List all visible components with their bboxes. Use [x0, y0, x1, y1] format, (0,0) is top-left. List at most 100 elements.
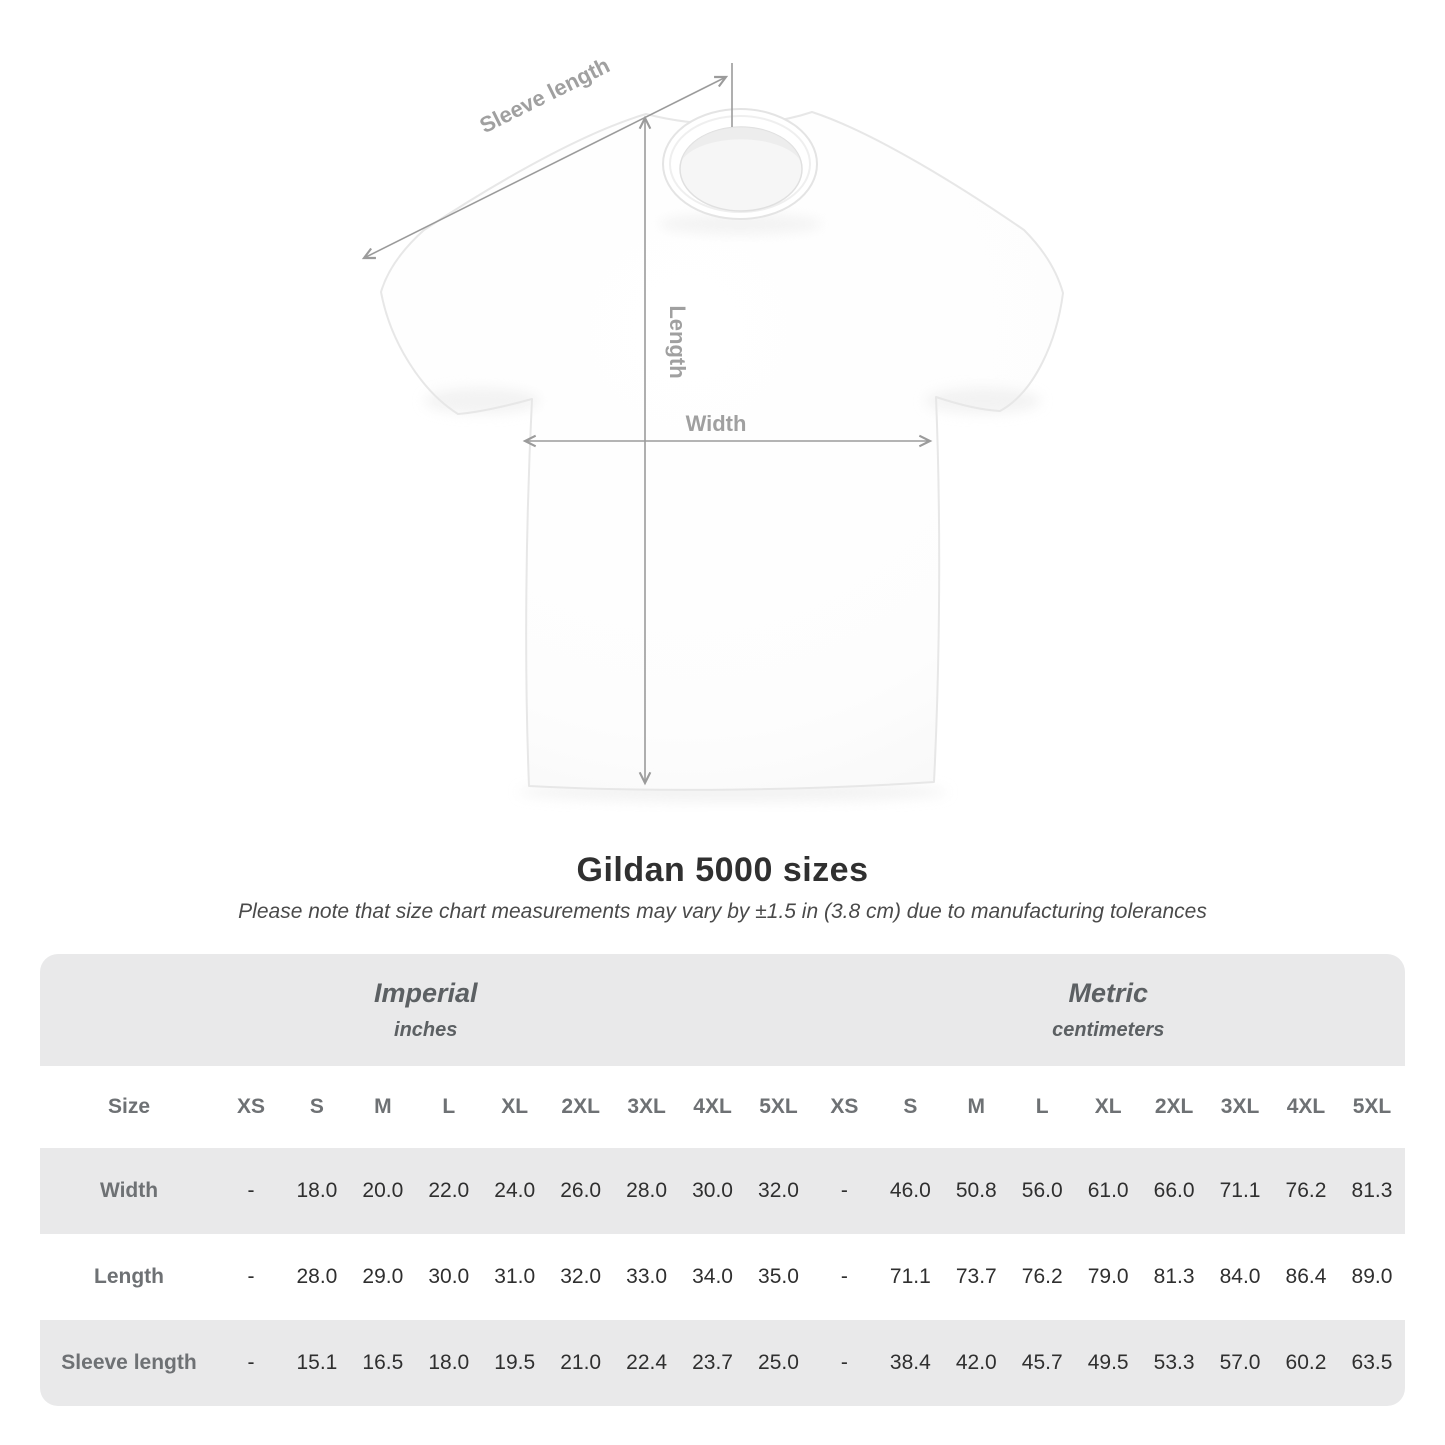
size-col: 4XL — [1286, 1095, 1326, 1118]
table-cell: 81.3 — [1351, 1179, 1393, 1202]
unit-group-imperial: Imperial inches — [40, 954, 812, 1066]
table-cell: 21.0 — [560, 1351, 602, 1374]
tshirt-diagram-svg: Sleeve length Length Width — [361, 52, 1064, 802]
table-cell: 29.0 — [362, 1265, 404, 1288]
size-col: M — [967, 1095, 986, 1118]
table-cell: 46.0 — [889, 1179, 931, 1202]
left-underarm-shadow — [424, 388, 540, 414]
table-cell: 53.3 — [1153, 1351, 1195, 1374]
size-col: XS — [236, 1095, 265, 1118]
title-block: Gildan 5000 sizes Please note that size … — [0, 851, 1445, 924]
table-cell: 50.8 — [955, 1179, 997, 1202]
row-label-sleeve-length: Sleeve length — [61, 1351, 197, 1374]
size-col: 2XL — [1154, 1095, 1194, 1118]
sleeve-length-arrow — [361, 75, 729, 260]
tshirt-measurement-diagram: Sleeve length Length Width — [361, 52, 1064, 802]
metric-label: Metric — [1068, 978, 1148, 1008]
table-cell: 15.1 — [296, 1351, 338, 1374]
table-cell: 71.1 — [889, 1265, 931, 1288]
size-table: Imperial inches Metric centimeters Size … — [40, 954, 1405, 1406]
length-label: Length — [665, 305, 690, 378]
table-cell: 30.0 — [692, 1179, 733, 1202]
table-cell: 22.0 — [428, 1179, 470, 1202]
table-cell: - — [247, 1351, 255, 1374]
size-col: S — [309, 1095, 324, 1118]
size-chart: Imperial inches Metric centimeters Size … — [40, 954, 1405, 1406]
table-cell: 33.0 — [626, 1265, 668, 1288]
table-cell: 32.0 — [560, 1265, 602, 1288]
row-label-length: Length — [94, 1265, 164, 1288]
table-cell: - — [247, 1265, 255, 1288]
size-col: 5XL — [1352, 1095, 1392, 1118]
metric-sublabel: centimeters — [1052, 1019, 1165, 1041]
table-cell: 57.0 — [1219, 1351, 1261, 1374]
table-row-width: Width - 18.0 20.0 22.0 24.0 26.0 28.0 30… — [40, 1148, 1405, 1234]
table-cell: 71.1 — [1219, 1179, 1261, 1202]
size-col: 2XL — [561, 1095, 600, 1118]
size-col: 3XL — [1220, 1095, 1260, 1118]
imperial-label: Imperial — [373, 978, 478, 1008]
size-col: L — [442, 1095, 456, 1118]
table-cell: 31.0 — [494, 1265, 536, 1288]
table-cell: 61.0 — [1087, 1179, 1129, 1202]
size-col: S — [903, 1095, 918, 1118]
table-row-length: Length - 28.0 29.0 30.0 31.0 32.0 33.0 3… — [40, 1234, 1405, 1320]
table-cell: 86.4 — [1285, 1265, 1327, 1288]
table-cell: 73.7 — [955, 1265, 997, 1288]
size-col: L — [1035, 1095, 1049, 1118]
table-cell: 32.0 — [758, 1179, 799, 1202]
table-cell: 24.0 — [494, 1179, 536, 1202]
table-cell: 35.0 — [758, 1265, 799, 1288]
table-cell: - — [247, 1179, 255, 1202]
table-cell: 63.5 — [1351, 1351, 1393, 1374]
table-cell: 30.0 — [428, 1265, 470, 1288]
width-label: Width — [686, 411, 747, 436]
unit-group-row: Imperial inches Metric centimeters — [40, 954, 1405, 1066]
imperial-sublabel: inches — [394, 1019, 458, 1041]
unit-group-metric: Metric centimeters — [811, 954, 1405, 1066]
table-cell: 23.7 — [692, 1351, 733, 1374]
table-cell: 45.7 — [1021, 1351, 1063, 1374]
tshirt-image — [380, 108, 1064, 802]
table-cell: - — [840, 1179, 848, 1202]
size-header: Size — [107, 1095, 151, 1118]
size-col: XL — [501, 1095, 529, 1118]
table-cell: 34.0 — [692, 1265, 733, 1288]
table-row-sleeve-length: Sleeve length - 15.1 16.5 18.0 19.5 21.0… — [40, 1320, 1405, 1406]
table-cell: 28.0 — [626, 1179, 668, 1202]
table-cell: 26.0 — [560, 1179, 602, 1202]
table-cell: 38.4 — [889, 1351, 931, 1374]
table-cell: 79.0 — [1087, 1265, 1129, 1288]
table-cell: 66.0 — [1153, 1179, 1195, 1202]
table-cell: 20.0 — [362, 1179, 404, 1202]
row-label-width: Width — [99, 1179, 159, 1202]
table-cell: 28.0 — [296, 1265, 338, 1288]
table-cell: 18.0 — [296, 1179, 338, 1202]
sleeve-length-label: Sleeve length — [476, 52, 614, 138]
page-subtitle: Please note that size chart measurements… — [238, 900, 1207, 923]
right-underarm-shadow — [925, 388, 1041, 414]
table-cell: 60.2 — [1285, 1351, 1327, 1374]
table-cell: 19.5 — [494, 1351, 536, 1374]
size-col: XL — [1094, 1095, 1122, 1118]
size-col: 5XL — [759, 1095, 798, 1118]
size-col: XS — [830, 1095, 859, 1118]
table-cell: - — [840, 1265, 848, 1288]
table-cell: 56.0 — [1021, 1179, 1063, 1202]
table-cell: 81.3 — [1153, 1265, 1195, 1288]
table-cell: 42.0 — [955, 1351, 997, 1374]
size-header-row: Size XS S M L XL 2XL 3XL 4XL 5XL XS S M … — [40, 1066, 1405, 1148]
page-title: Gildan 5000 sizes — [576, 851, 869, 889]
tshirt-body — [380, 111, 1064, 791]
table-cell: 18.0 — [428, 1351, 470, 1374]
table-cell: 49.5 — [1087, 1351, 1129, 1374]
table-cell: 76.2 — [1021, 1265, 1063, 1288]
table-cell: 84.0 — [1219, 1265, 1261, 1288]
size-col: 4XL — [693, 1095, 732, 1118]
size-col: M — [374, 1095, 392, 1118]
table-cell: 89.0 — [1351, 1265, 1393, 1288]
table-cell: 25.0 — [758, 1351, 799, 1374]
table-cell: 16.5 — [362, 1351, 404, 1374]
table-cell: 22.4 — [626, 1351, 668, 1374]
table-cell: 76.2 — [1285, 1179, 1327, 1202]
